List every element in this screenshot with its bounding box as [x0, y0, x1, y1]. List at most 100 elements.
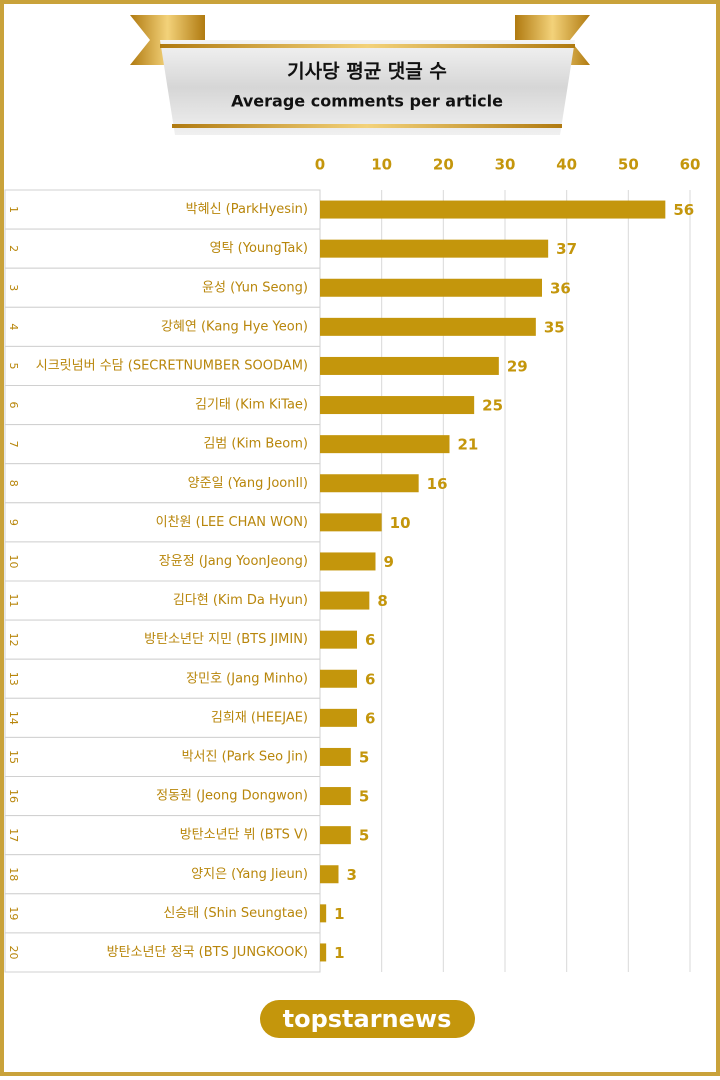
- value-label: 36: [550, 279, 571, 297]
- bar: [320, 396, 475, 415]
- rank-label: 12: [7, 633, 20, 647]
- bar: [320, 787, 351, 806]
- value-label: 5: [359, 788, 369, 806]
- rank-label: 1: [7, 206, 20, 213]
- x-tick-label: 30: [495, 156, 516, 174]
- rank-label: 15: [7, 750, 20, 764]
- category-label: 박혜신 (ParkHyesin): [186, 202, 308, 217]
- category-label: 강혜연 (Kang Hye Yeon): [161, 319, 308, 334]
- rank-label: 17: [7, 828, 20, 842]
- category-label: 정동원 (Jeong Dongwon): [156, 789, 308, 804]
- value-label: 56: [673, 201, 694, 219]
- bar: [320, 904, 327, 923]
- bar: [320, 865, 339, 884]
- category-label: 김기태 (Kim KiTae): [195, 398, 308, 413]
- category-label: 방탄소년단 뷔 (BTS V): [180, 828, 308, 843]
- row-box: [4, 736, 321, 778]
- x-tick-label: 50: [618, 156, 639, 174]
- value-label: 35: [544, 318, 565, 336]
- rank-label: 7: [7, 441, 20, 448]
- category-label: 이찬원 (LEE CHAN WON): [156, 515, 308, 530]
- row-box: [4, 502, 321, 543]
- rank-label: 19: [7, 906, 20, 920]
- rank-label: 5: [7, 362, 20, 369]
- bar: [320, 552, 376, 571]
- bar: [320, 513, 382, 532]
- category-label: 장윤정 (Jang YoonJeong): [159, 554, 308, 569]
- rank-label: 10: [7, 554, 20, 568]
- value-label: 10: [390, 514, 411, 532]
- rank-label: 8: [7, 480, 20, 487]
- value-label: 21: [458, 436, 479, 454]
- x-tick-label: 60: [680, 156, 701, 174]
- logo-pill: [260, 1000, 475, 1038]
- bar: [320, 200, 666, 219]
- value-label: 25: [482, 397, 503, 415]
- bar: [320, 474, 419, 493]
- bar: [320, 747, 351, 766]
- rank-label: 20: [7, 945, 20, 959]
- x-tick-label: 0: [315, 156, 325, 174]
- category-label: 박서진 (Park Seo Jin): [182, 749, 308, 764]
- row-box: [4, 345, 321, 386]
- chart-subtitle: Average comments per article: [231, 92, 503, 111]
- bar: [320, 317, 536, 336]
- logo: topstarnews: [283, 1005, 452, 1033]
- chart-title: 기사당 평균 댓글 수: [287, 61, 447, 83]
- category-label: 시크릿넘버 수담 (SECRETNUMBER SOODAM): [36, 358, 308, 373]
- x-tick-label: 10: [371, 156, 392, 174]
- category-label: 김다현 (Kim Da Hyun): [173, 593, 308, 608]
- row-box: [4, 619, 321, 660]
- value-label: 6: [365, 631, 375, 649]
- value-label: 1: [334, 944, 344, 962]
- bar: [320, 669, 357, 688]
- category-label: 양준일 (Yang JoonIl): [188, 476, 308, 491]
- bar: [320, 278, 542, 297]
- row-box: [4, 776, 321, 817]
- category-label: 영탁 (YoungTak): [210, 241, 308, 256]
- category-label: 장민호 (Jang Minho): [186, 671, 308, 686]
- row-box: [4, 541, 321, 582]
- row-box: [4, 463, 321, 504]
- rank-label: 4: [7, 323, 20, 330]
- bar: [320, 708, 357, 727]
- banner: [160, 40, 575, 135]
- value-label: 29: [507, 357, 528, 375]
- category-label: 윤성 (Yun Seong): [202, 280, 308, 295]
- bar: [320, 435, 450, 454]
- category-label: 양지은 (Yang Jieun): [191, 867, 308, 882]
- rank-label: 3: [7, 284, 20, 291]
- value-label: 5: [359, 827, 369, 845]
- rank-label: 2: [7, 245, 20, 252]
- value-label: 6: [365, 709, 375, 727]
- row-box: [4, 697, 321, 738]
- x-tick-label: 40: [556, 156, 577, 174]
- banner-stripe: [160, 44, 575, 48]
- banner-stripe: [172, 124, 562, 128]
- rank-label: 6: [7, 402, 20, 409]
- bar: [320, 943, 327, 962]
- bar: [320, 591, 370, 610]
- row-box: [4, 815, 321, 856]
- value-label: 37: [556, 240, 577, 258]
- bar: [320, 630, 357, 649]
- x-tick-label: 20: [433, 156, 454, 174]
- bar: [320, 826, 351, 845]
- row-box: [4, 854, 321, 895]
- value-label: 6: [365, 670, 375, 688]
- rank-label: 13: [7, 672, 20, 686]
- value-label: 1: [334, 905, 344, 923]
- row-box: [4, 932, 321, 973]
- category-label: 방탄소년단 정국 (BTS JUNGKOOK): [107, 945, 308, 960]
- row-box: [4, 424, 321, 465]
- value-label: 3: [347, 866, 357, 884]
- category-label: 김범 (Kim Beom): [203, 437, 308, 452]
- value-label: 8: [377, 592, 387, 610]
- rank-label: 11: [7, 594, 20, 608]
- category-label: 김희재 (HEEJAE): [211, 710, 308, 725]
- category-label: 방탄소년단 지민 (BTS JIMIN): [144, 632, 308, 647]
- bar: [320, 239, 549, 258]
